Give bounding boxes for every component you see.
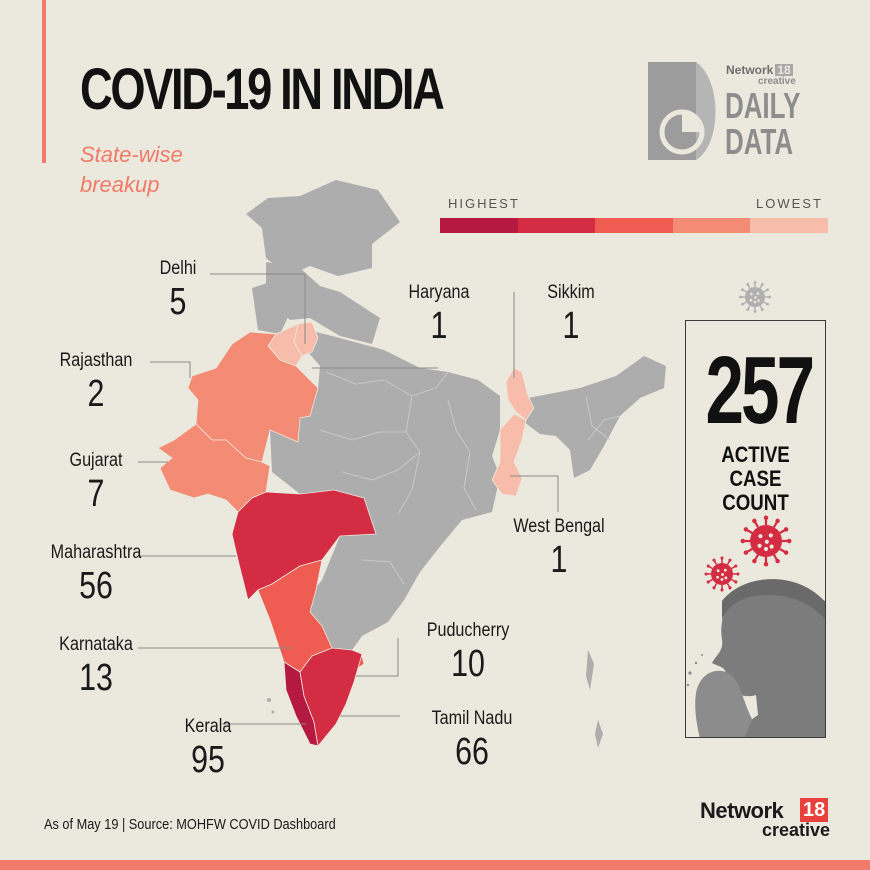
label-karnataka: Karnataka 13 xyxy=(26,634,166,700)
daily-data-logo-icon xyxy=(648,62,716,160)
source-note: As of May 19 | Source: MOHFW COVID Dashb… xyxy=(44,816,336,833)
label-kerala: Kerala 95 xyxy=(138,716,278,782)
state-name: Rajasthan xyxy=(59,350,133,371)
state-value: 10 xyxy=(451,643,485,685)
footer-brand-network: Network xyxy=(700,798,784,823)
color-scale-step-4 xyxy=(672,218,751,233)
color-scale-step-3 xyxy=(595,218,673,233)
state-name: Puducherry xyxy=(426,620,510,641)
state-name: Maharashtra xyxy=(50,542,142,563)
coughing-person-icon xyxy=(686,515,825,737)
leader-lines xyxy=(138,273,559,725)
state-name: Delhi xyxy=(159,258,197,279)
state-value: 5 xyxy=(169,281,187,323)
highlighted-states xyxy=(157,321,535,747)
footer-brand-number: 18 xyxy=(800,798,829,822)
state-gujarat xyxy=(157,423,271,513)
state-value: 56 xyxy=(79,565,113,607)
color-scale-step-5 xyxy=(750,218,828,233)
active-case-label: ACTIVE CASE COUNT xyxy=(721,442,790,515)
state-name: Kerala xyxy=(184,716,232,737)
active-case-panel: 257 ACTIVE CASE COUNT xyxy=(685,320,826,738)
state-value: 13 xyxy=(79,657,113,699)
state-value: 95 xyxy=(191,739,225,781)
state-value: 1 xyxy=(430,305,448,347)
label-west-bengal: West Bengal 1 xyxy=(489,516,629,582)
state-value: 1 xyxy=(562,305,580,347)
color-scale-step-2 xyxy=(517,218,596,233)
label-gujarat: Gujarat 7 xyxy=(26,450,166,516)
state-name: West Bengal xyxy=(513,516,605,537)
accent-bar xyxy=(42,0,46,163)
state-name: Gujarat xyxy=(69,450,123,471)
brand-daily: DAILY xyxy=(725,85,801,126)
legend-highest: HIGHEST xyxy=(448,196,520,211)
color-scale xyxy=(440,218,828,233)
state-value: 66 xyxy=(455,731,489,773)
brand-creative: creative xyxy=(758,76,796,87)
virus-icon xyxy=(738,280,772,319)
state-value: 1 xyxy=(550,539,568,581)
footer-brand-creative: creative xyxy=(762,820,831,840)
label-haryana: Haryana 1 xyxy=(369,282,509,348)
state-name: Karnataka xyxy=(59,634,133,655)
label-rajasthan: Rajasthan 2 xyxy=(26,350,166,416)
label-tamil-nadu: Tamil Nadu 66 xyxy=(402,708,542,774)
label-delhi: Delhi 5 xyxy=(108,258,248,324)
state-name: Haryana xyxy=(408,282,470,303)
state-value: 2 xyxy=(87,373,105,415)
state-name: Tamil Nadu xyxy=(431,708,513,729)
brand-data: DATA xyxy=(725,121,794,162)
state-tamil-nadu xyxy=(299,647,363,747)
daily-data-logo: Network 18 creative DAILY DATA xyxy=(646,60,800,166)
brand-network: Network 18 xyxy=(726,63,793,77)
state-borders xyxy=(319,371,621,585)
map-base xyxy=(246,180,666,748)
label-maharashtra: Maharashtra 56 xyxy=(26,542,166,608)
state-value: 7 xyxy=(87,473,105,515)
label-sikkim: Sikkim 1 xyxy=(501,282,641,348)
state-sikkim xyxy=(505,367,535,421)
subtitle: State-wise breakup xyxy=(80,142,183,197)
legend-lowest: LOWEST xyxy=(756,196,823,211)
page-title: COVID-19 IN INDIA xyxy=(80,57,445,122)
color-scale-step-1 xyxy=(440,218,518,233)
state-maharashtra xyxy=(231,489,377,601)
label-puducherry: Puducherry 10 xyxy=(398,620,538,686)
state-name: Sikkim xyxy=(547,282,595,303)
bottom-accent-bar xyxy=(0,860,870,870)
active-case-count: 257 xyxy=(705,337,815,444)
